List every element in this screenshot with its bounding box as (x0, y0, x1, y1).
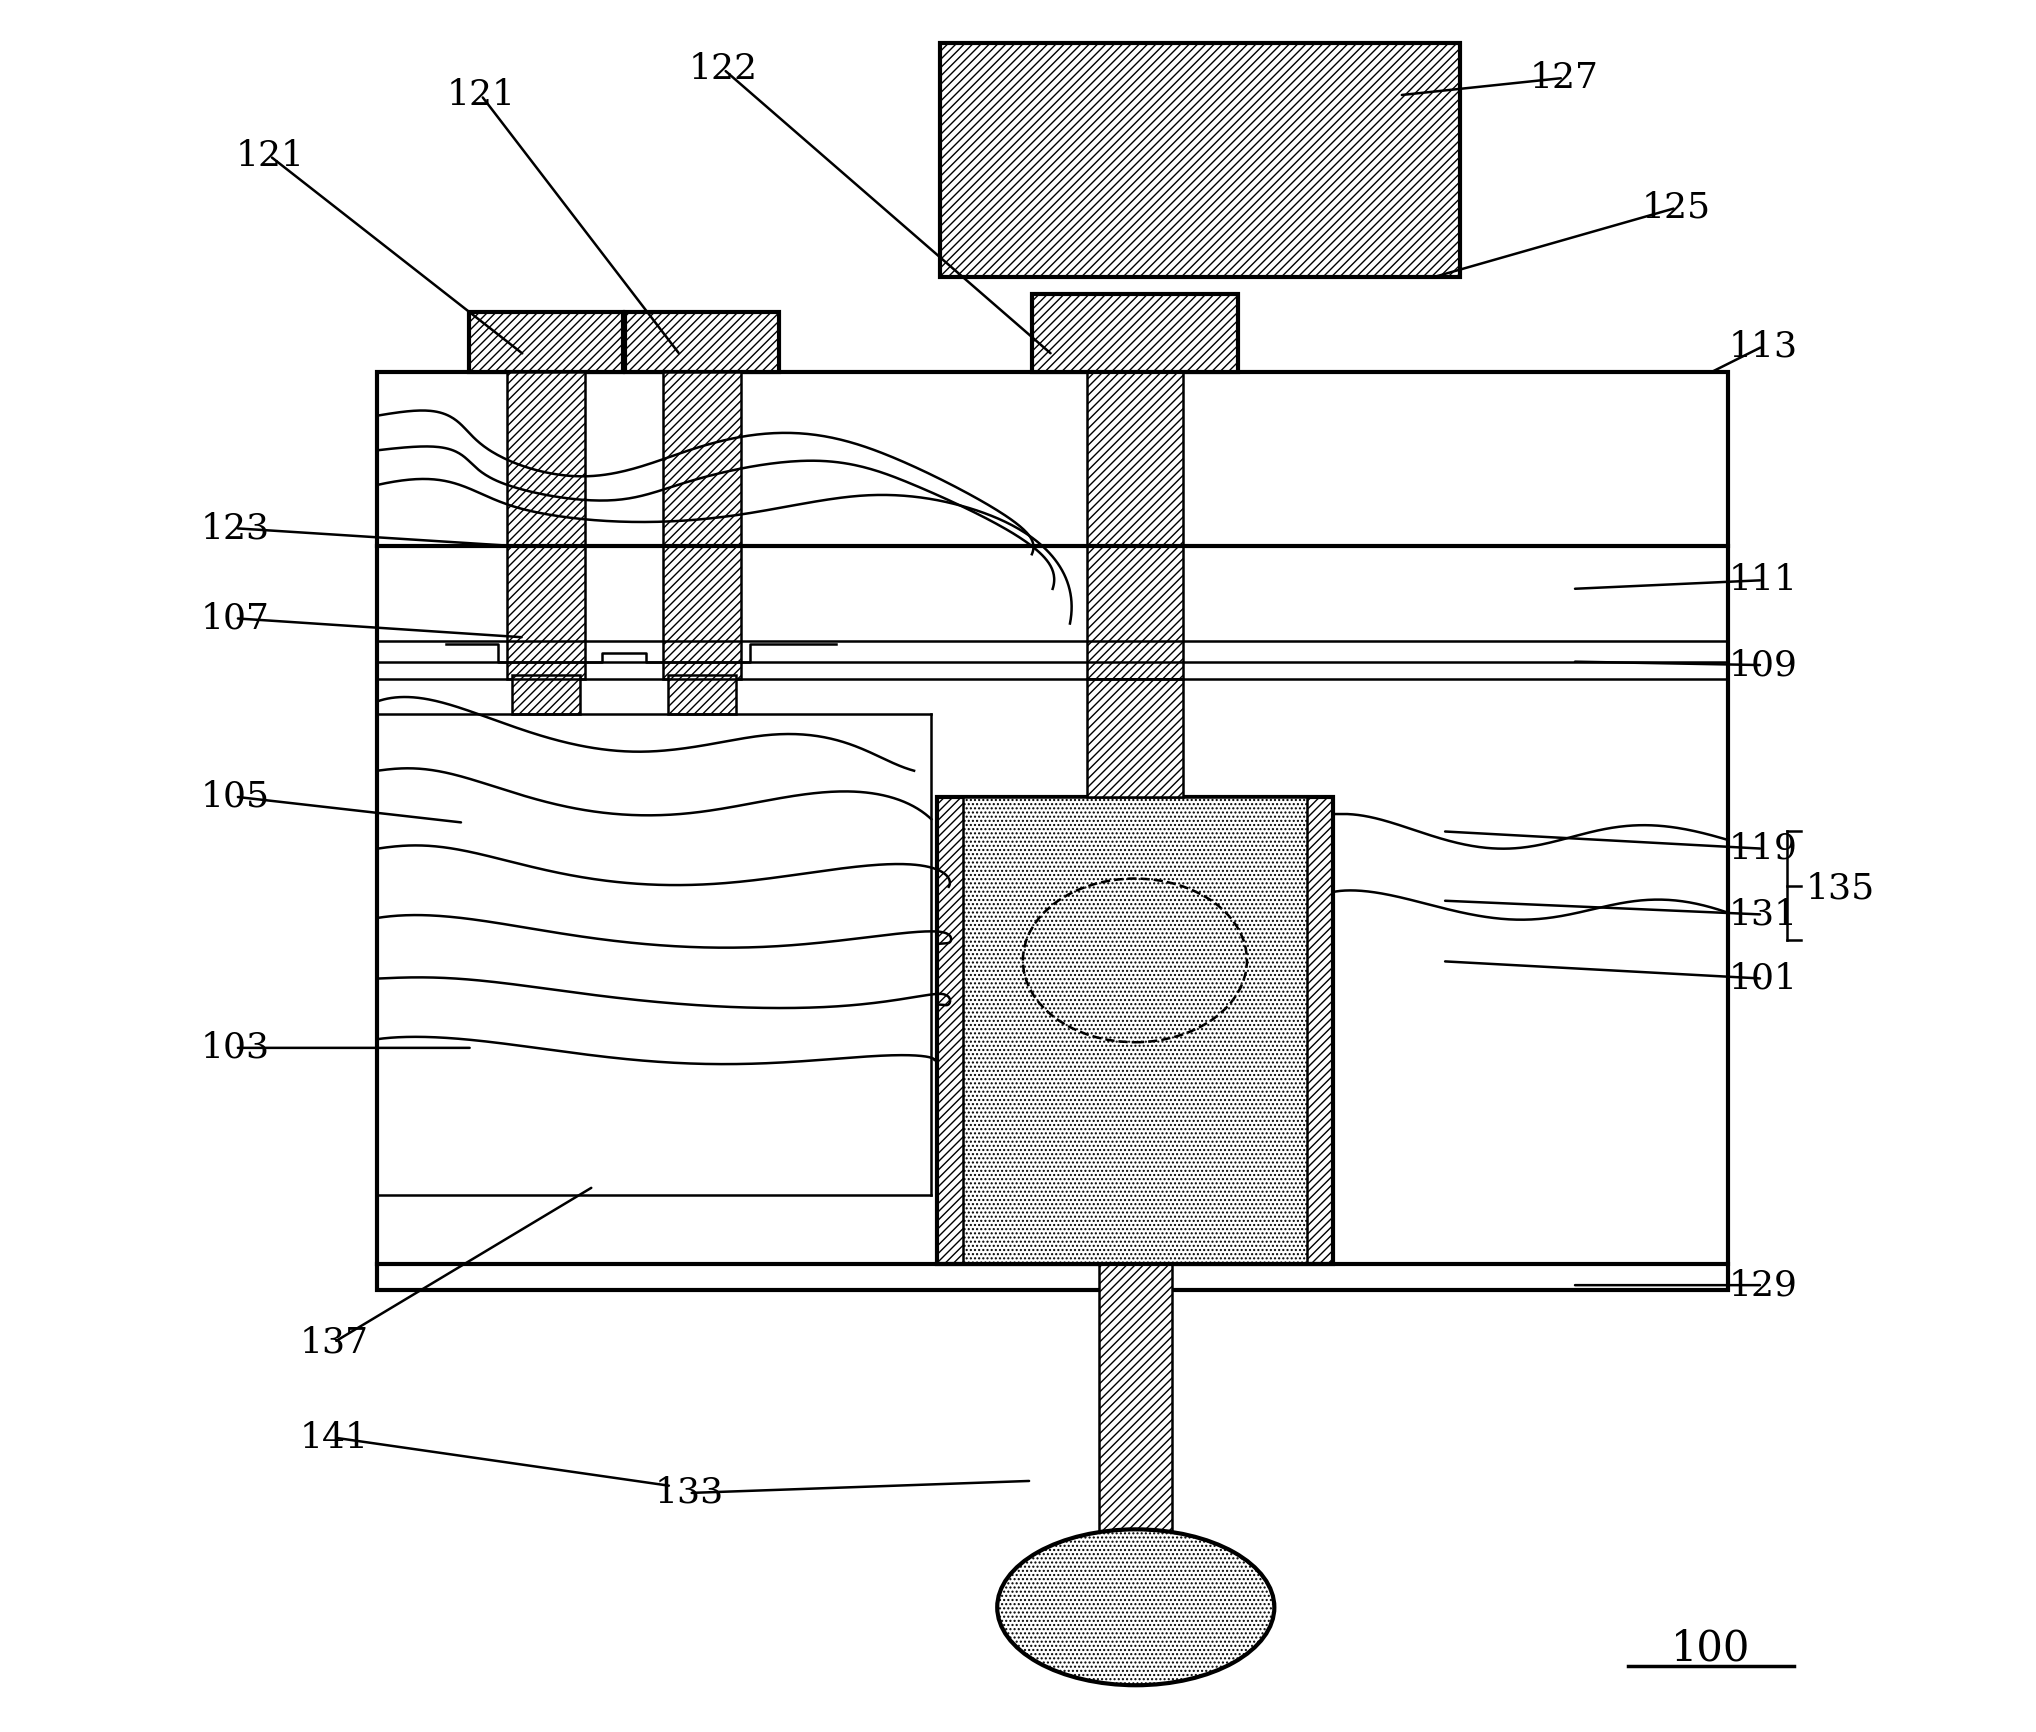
FancyBboxPatch shape (664, 372, 741, 679)
FancyBboxPatch shape (1087, 679, 1183, 797)
FancyBboxPatch shape (941, 43, 1460, 277)
Text: 113: 113 (1729, 329, 1798, 364)
Text: 135: 135 (1806, 871, 1875, 906)
Text: 121: 121 (446, 78, 515, 113)
Text: 129: 129 (1729, 1268, 1798, 1302)
Text: 119: 119 (1729, 831, 1798, 866)
Text: 137: 137 (299, 1325, 369, 1360)
Text: 121: 121 (236, 139, 303, 173)
FancyBboxPatch shape (937, 797, 1334, 1264)
Text: 101: 101 (1729, 961, 1798, 996)
Text: 125: 125 (1641, 191, 1710, 225)
Text: 141: 141 (299, 1420, 369, 1455)
FancyBboxPatch shape (1032, 294, 1238, 372)
Text: 131: 131 (1729, 897, 1798, 932)
FancyBboxPatch shape (1099, 1264, 1173, 1533)
Text: 111: 111 (1729, 563, 1798, 598)
FancyBboxPatch shape (507, 372, 584, 679)
Text: 133: 133 (654, 1476, 723, 1510)
Text: 105: 105 (202, 779, 269, 814)
Text: 123: 123 (202, 511, 269, 546)
Text: 107: 107 (202, 601, 269, 636)
FancyBboxPatch shape (513, 675, 580, 714)
Text: 103: 103 (202, 1031, 269, 1065)
Ellipse shape (998, 1529, 1275, 1685)
FancyBboxPatch shape (1087, 372, 1183, 679)
Text: 127: 127 (1529, 61, 1598, 95)
FancyBboxPatch shape (668, 675, 735, 714)
Text: 100: 100 (1672, 1628, 1751, 1670)
FancyBboxPatch shape (625, 312, 780, 372)
Text: 122: 122 (688, 52, 757, 87)
Text: 109: 109 (1729, 648, 1798, 682)
FancyBboxPatch shape (963, 797, 1307, 1264)
FancyBboxPatch shape (468, 312, 623, 372)
